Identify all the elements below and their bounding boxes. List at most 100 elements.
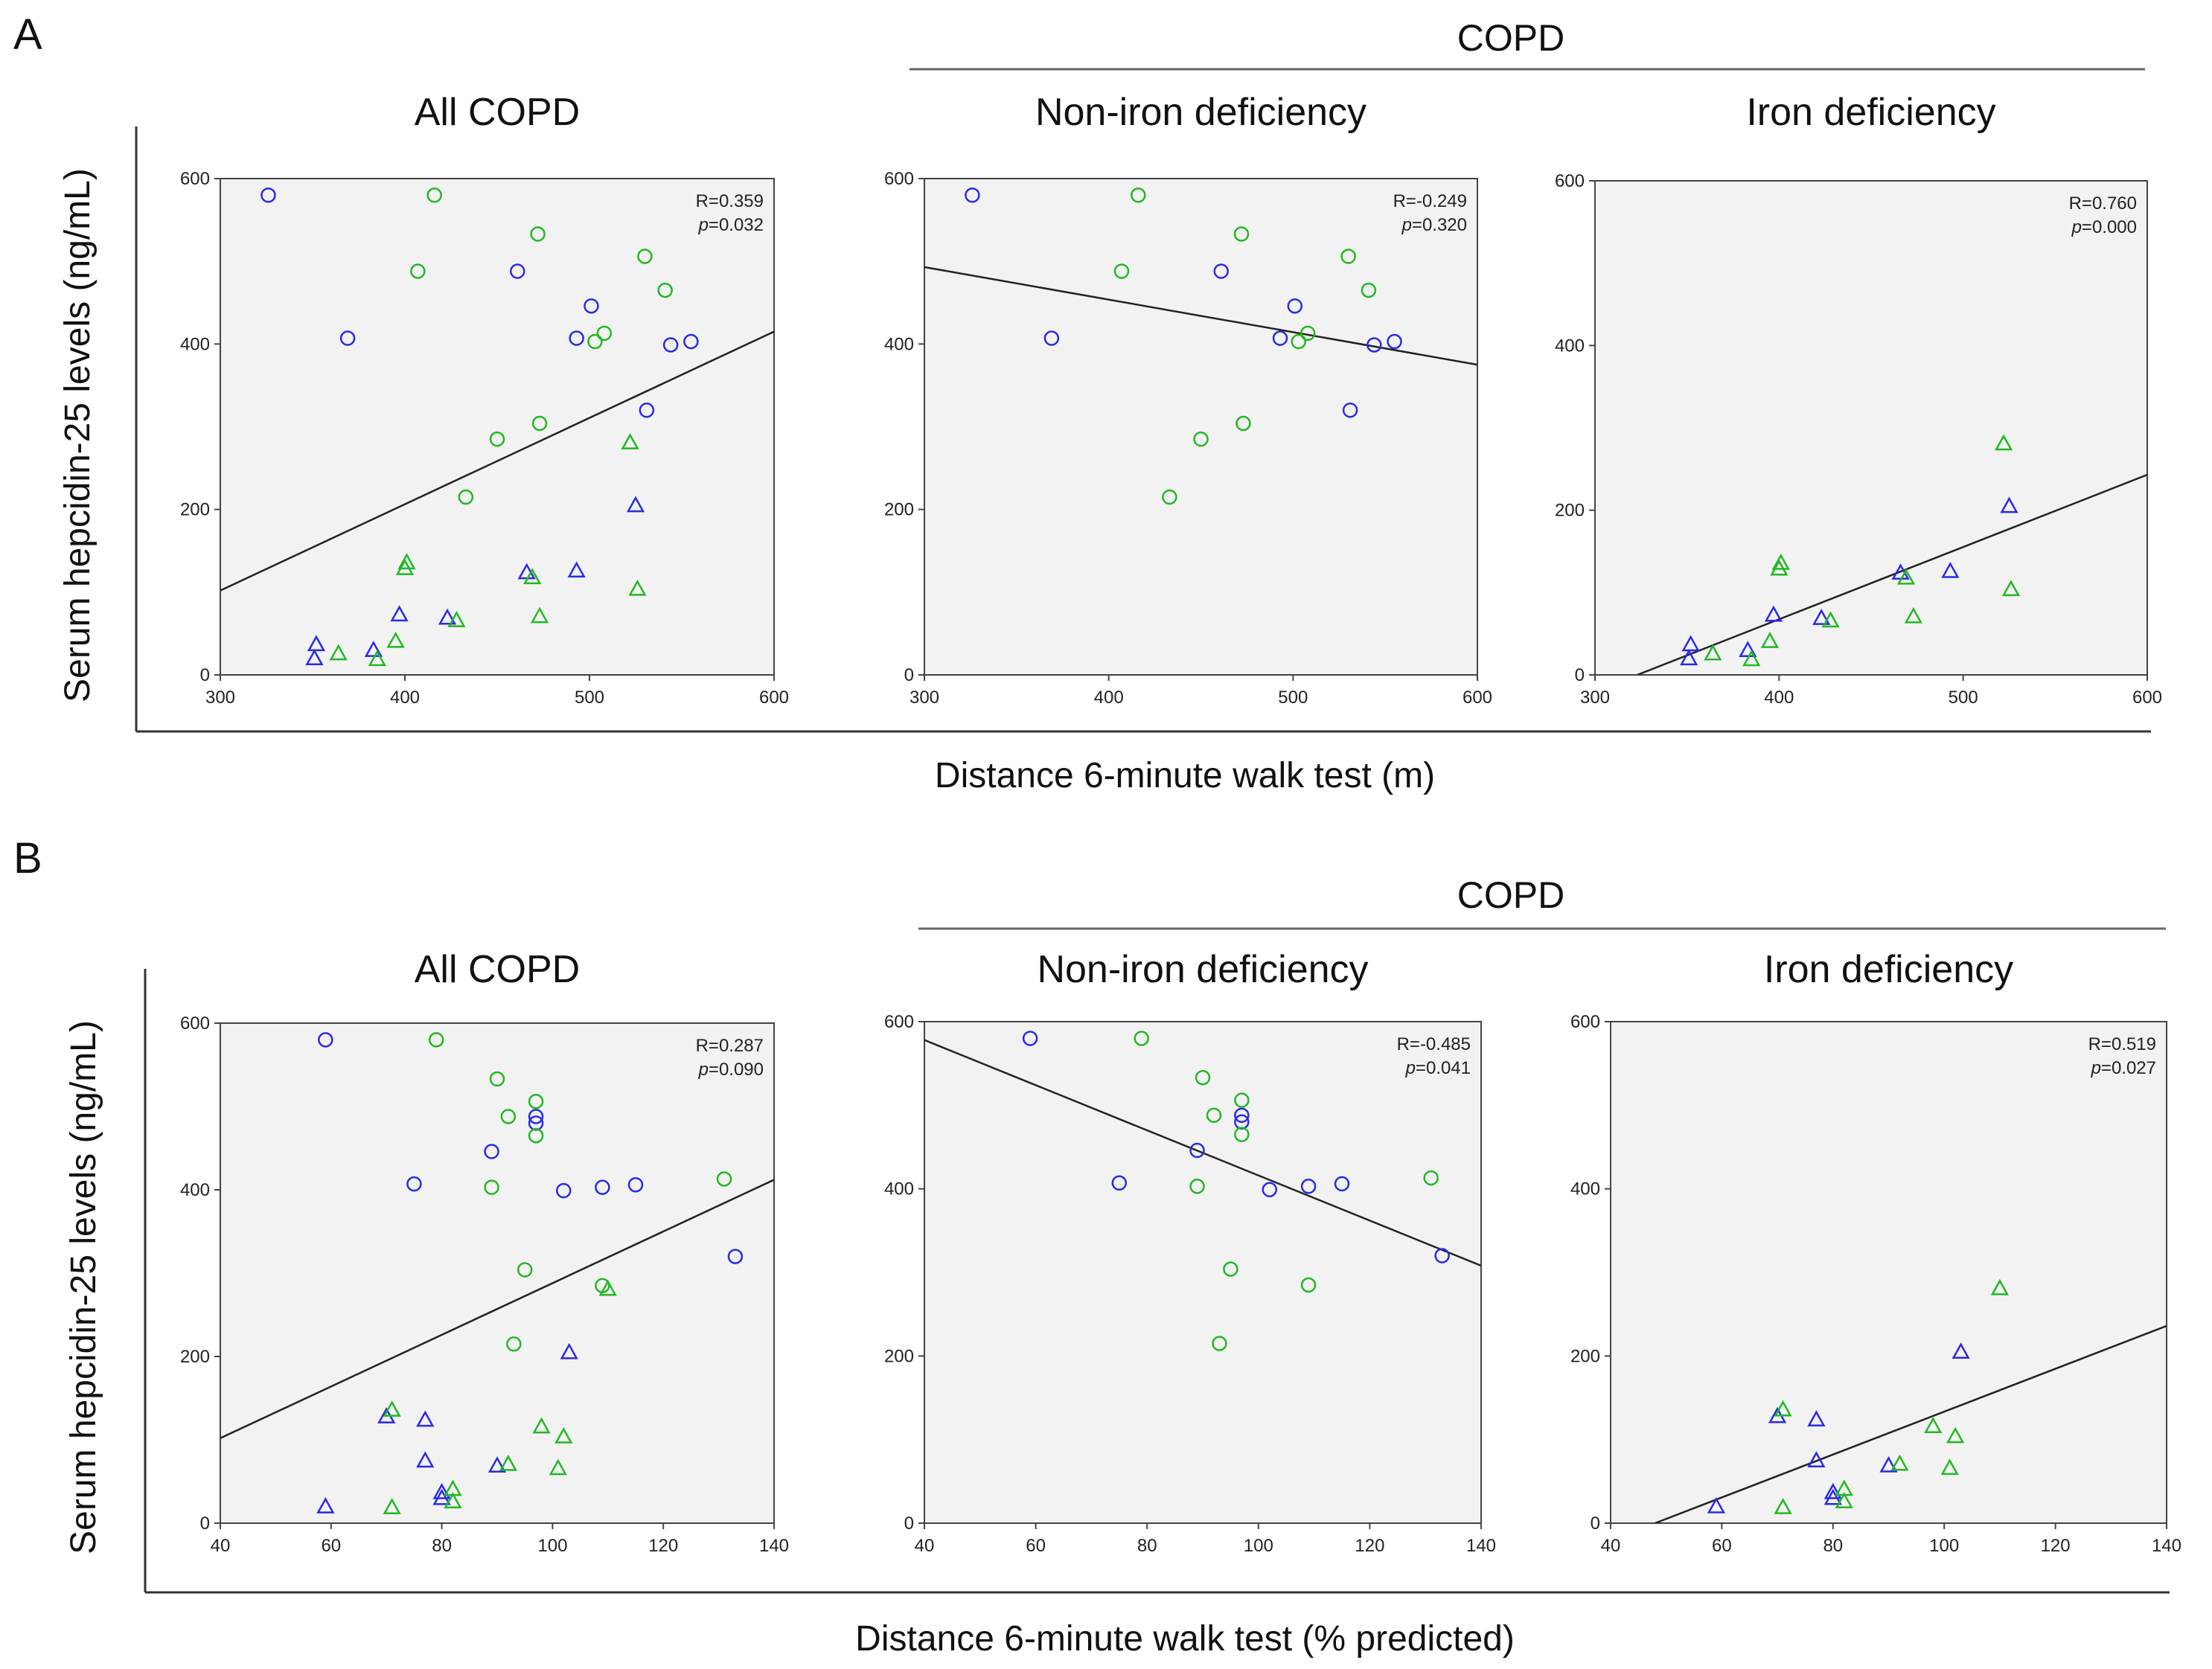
data-point-green-triangle: [621, 433, 639, 449]
data-point-blue-triangle: [1812, 609, 1831, 625]
p-value: =0.320: [1412, 215, 1467, 235]
y-tick-label: 200: [884, 1346, 914, 1366]
plot-area: [1594, 180, 2148, 676]
data-point-blue-circle: [1342, 403, 1358, 418]
x-axis-label-a: Distance 6-minute walk test (m): [935, 756, 1435, 795]
data-point-blue-circle: [528, 1109, 544, 1124]
x-tick-label: 500: [1278, 688, 1308, 708]
data-point-green-triangle: [1760, 632, 1780, 648]
data-point-blue-triangle: [1879, 1455, 1898, 1473]
data-point-blue-circle: [569, 330, 584, 346]
y-tick-label: 400: [884, 334, 914, 354]
p-symbol: p: [2071, 217, 2082, 237]
data-point-blue-circle: [1043, 330, 1060, 346]
data-point-green-circle: [1162, 489, 1177, 505]
x-tick-label: 60: [1026, 1536, 1046, 1556]
data-point-green-circle: [410, 263, 426, 279]
p-symbol: p: [1401, 215, 1412, 235]
data-point-green-triangle: [1742, 650, 1761, 667]
data-point-blue-triangle: [307, 635, 326, 652]
x-tick-label: 80: [1137, 1536, 1157, 1556]
data-point-blue-triangle: [1807, 1410, 1826, 1426]
y-tick-label: 0: [200, 1513, 210, 1534]
panel-title: Non-iron deficiency: [1035, 91, 1366, 134]
panel-title: Iron deficiency: [1746, 91, 1995, 134]
data-point-blue-circle: [595, 1179, 610, 1195]
x-tick-label: 120: [1355, 1536, 1384, 1556]
x-tick-label: 40: [915, 1536, 935, 1556]
copd-group-label-b: COPD: [1457, 874, 1564, 916]
data-point-green-triangle: [1704, 644, 1722, 661]
data-point-green-circle: [1291, 333, 1307, 350]
data-point-green-triangle: [530, 606, 549, 624]
data-point-green-triangle: [397, 553, 416, 570]
x-tick-label: 400: [1094, 688, 1124, 708]
correlation-p: p=0.027: [2091, 1058, 2156, 1078]
data-point-green-triangle: [549, 1458, 567, 1476]
panel-label-a: A: [13, 10, 42, 59]
panel-b-all-copd: All COPD 40 60 80 100 120 140 0 200 400 600 R=0.287…: [180, 948, 789, 1556]
x-tick-label: 600: [759, 688, 789, 708]
x-tick-label: 500: [1949, 688, 1978, 708]
data-point-green-triangle: [1774, 1400, 1792, 1417]
correlation-p: p=0.320: [1401, 215, 1467, 235]
data-point-blue-circle: [510, 263, 525, 279]
data-point-green-circle: [1193, 431, 1209, 447]
data-point-blue-triangle: [432, 1488, 451, 1505]
data-point-green-circle: [1340, 249, 1356, 264]
data-point-green-circle: [531, 415, 548, 432]
data-point-green-circle: [458, 489, 474, 505]
correlation-r: R=0.519: [2088, 1034, 2156, 1054]
data-point-blue-circle: [1272, 330, 1288, 346]
correlation-p: p=0.041: [1405, 1058, 1471, 1078]
data-point-green-triangle: [1940, 1458, 1959, 1476]
data-point-blue-circle: [1434, 1248, 1450, 1263]
y-tick-label: 0: [904, 1513, 914, 1534]
data-point-green-triangle: [1835, 1492, 1853, 1509]
data-point-blue-triangle: [488, 1456, 507, 1473]
data-point-green-circle: [1234, 1127, 1250, 1142]
panel-label-b: B: [13, 834, 42, 882]
data-point-green-circle: [528, 1094, 544, 1109]
data-point-blue-circle: [965, 187, 980, 203]
data-point-blue-circle: [627, 1177, 644, 1193]
data-point-blue-circle: [1387, 333, 1402, 350]
data-point-blue-circle: [584, 298, 599, 314]
data-point-blue-circle: [1111, 1175, 1128, 1191]
data-point-blue-triangle: [1941, 561, 1960, 578]
data-point-blue-circle: [1300, 1179, 1317, 1194]
data-point-blue-triangle: [364, 641, 383, 657]
data-point-green-circle: [657, 282, 673, 298]
y-tick-label: 600: [1555, 171, 1585, 191]
data-point-green-triangle: [1890, 1454, 1909, 1471]
data-point-blue-triangle: [2000, 496, 2018, 513]
data-point-blue-circle: [484, 1144, 499, 1159]
data-point-green-triangle: [532, 1417, 551, 1434]
y-tick-label: 200: [180, 500, 210, 520]
x-tick-label: 60: [1712, 1536, 1732, 1556]
x-tick-label: 600: [2132, 688, 2162, 708]
x-tick-label: 300: [910, 688, 939, 708]
correlation-r: R=0.760: [2069, 193, 2137, 214]
data-point-blue-triangle: [1764, 605, 1783, 622]
data-point-blue-circle: [1234, 1107, 1250, 1124]
y-tick-label: 0: [200, 665, 210, 685]
data-point-green-triangle: [2001, 580, 2021, 597]
plot-area: [220, 178, 775, 676]
data-point-blue-circle: [1262, 1182, 1278, 1198]
data-point-blue-triangle: [416, 1451, 435, 1468]
x-tick-label: 140: [1466, 1536, 1496, 1556]
x-tick-label: 600: [1463, 688, 1492, 708]
data-point-green-circle: [1236, 415, 1251, 432]
data-point-green-circle: [530, 226, 546, 242]
panel-title: All COPD: [415, 948, 580, 991]
data-point-green-triangle: [1994, 434, 2013, 451]
data-point-green-circle: [587, 333, 603, 350]
regression-line: [1655, 1324, 2167, 1523]
p-value: =0.027: [2101, 1058, 2156, 1078]
data-point-green-triangle: [1924, 1417, 1943, 1433]
p-value: =0.041: [1416, 1058, 1471, 1078]
data-point-blue-circle: [260, 187, 276, 203]
y-tick-label: 400: [180, 1180, 210, 1200]
data-point-green-triangle: [1774, 1498, 1792, 1514]
